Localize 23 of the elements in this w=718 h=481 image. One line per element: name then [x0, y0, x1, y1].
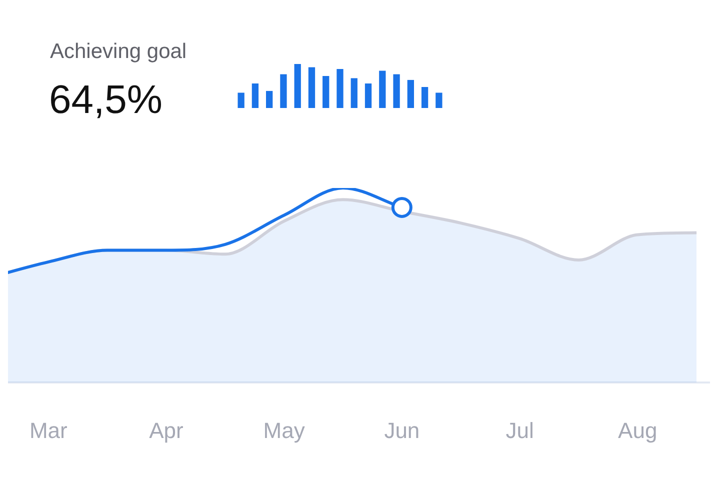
- x-tick-label: Jun: [384, 418, 420, 443]
- x-tick-label: May: [263, 418, 305, 443]
- x-tick-label: Aug: [618, 418, 658, 443]
- x-tick-label: Mar: [29, 418, 68, 443]
- bar: [379, 70, 386, 108]
- text: 64,5%: [49, 78, 162, 123]
- bar: [252, 83, 259, 108]
- bar: [407, 80, 414, 108]
- bar: [322, 76, 330, 108]
- bar: [421, 86, 428, 108]
- bar: [364, 83, 372, 108]
- bar: [436, 92, 442, 108]
- x-tick-label: Apr: [149, 418, 184, 443]
- x-tick-label: Jul: [506, 418, 534, 443]
- bar: [294, 64, 301, 108]
- bar: [280, 74, 287, 108]
- bar: [393, 74, 400, 108]
- bar: [308, 67, 316, 108]
- bar: [350, 78, 358, 108]
- bar: [238, 92, 244, 108]
- bar: [336, 68, 344, 108]
- bar: [266, 90, 273, 108]
- chart-title: Achieving goal: [50, 40, 187, 64]
